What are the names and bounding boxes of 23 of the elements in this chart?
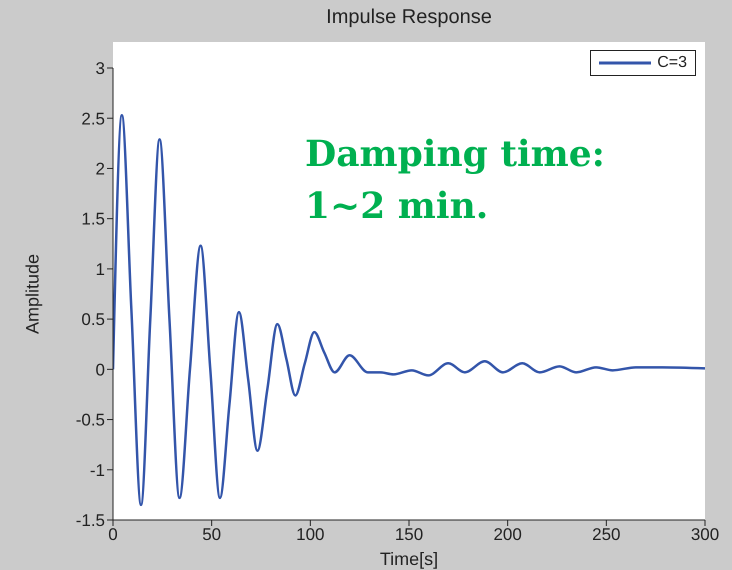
x-tick-label: 0 bbox=[108, 525, 118, 544]
y-tick-label: -0.5 bbox=[76, 410, 105, 430]
x-tick-label: 100 bbox=[296, 525, 325, 544]
line-series bbox=[113, 114, 705, 506]
y-tick-label: 0.5 bbox=[81, 310, 105, 330]
y-tick-label: 2 bbox=[96, 159, 105, 178]
x-tick-label: 250 bbox=[592, 525, 621, 544]
y-tick-label: 1.5 bbox=[81, 210, 105, 229]
y-tick-label: 2.5 bbox=[81, 109, 105, 128]
y-axis-title: Amplitude bbox=[22, 254, 42, 334]
legend-label: C=3 bbox=[657, 54, 687, 72]
x-tick-label: 300 bbox=[690, 525, 720, 544]
annotation: Damping time: 1~2 min. bbox=[305, 132, 605, 229]
y-tick-label: 1 bbox=[96, 260, 105, 279]
y-tick-label: 3 bbox=[96, 59, 105, 78]
x-tick-label: 150 bbox=[394, 525, 424, 544]
y-tick-label: -1.5 bbox=[76, 511, 105, 530]
x-tick-label: 50 bbox=[202, 525, 222, 544]
chart-title: Impulse Response bbox=[325, 6, 493, 29]
x-axis-title: Time[s] bbox=[380, 548, 438, 569]
y-tick-label: -1 bbox=[90, 460, 105, 480]
y-tick-label: 0 bbox=[96, 360, 105, 380]
x-tick-label: 200 bbox=[493, 525, 522, 544]
